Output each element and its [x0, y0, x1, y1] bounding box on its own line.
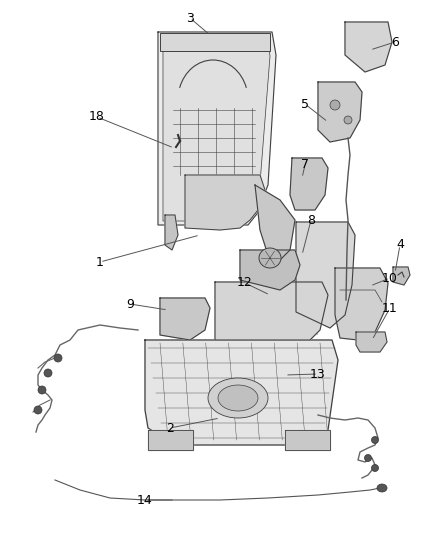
Circle shape [44, 369, 52, 377]
Ellipse shape [377, 484, 387, 492]
Ellipse shape [344, 116, 352, 124]
Text: 4: 4 [396, 238, 404, 252]
Polygon shape [345, 22, 392, 72]
Ellipse shape [259, 248, 281, 268]
Polygon shape [318, 82, 362, 142]
Polygon shape [335, 268, 388, 340]
Text: 10: 10 [382, 271, 398, 285]
Text: 12: 12 [237, 277, 253, 289]
Text: 6: 6 [391, 36, 399, 49]
Polygon shape [160, 298, 210, 340]
Text: 18: 18 [89, 110, 105, 124]
Ellipse shape [330, 100, 340, 110]
Polygon shape [158, 32, 276, 225]
Circle shape [371, 464, 378, 472]
Bar [160, 33, 270, 51]
Text: 7: 7 [301, 158, 309, 172]
Polygon shape [393, 267, 410, 285]
Polygon shape [185, 175, 265, 230]
Text: 5: 5 [301, 98, 309, 110]
Polygon shape [148, 430, 193, 450]
Text: 11: 11 [382, 302, 398, 314]
Polygon shape [145, 340, 338, 445]
Text: 14: 14 [137, 494, 153, 506]
Text: 9: 9 [126, 297, 134, 311]
Text: 13: 13 [310, 367, 326, 381]
Ellipse shape [208, 378, 268, 418]
Ellipse shape [218, 385, 258, 411]
Polygon shape [215, 282, 328, 340]
Text: 2: 2 [166, 422, 174, 434]
Circle shape [364, 455, 371, 462]
Polygon shape [240, 250, 300, 290]
Polygon shape [296, 222, 355, 328]
Circle shape [371, 437, 378, 443]
Circle shape [34, 406, 42, 414]
Polygon shape [285, 430, 330, 450]
Polygon shape [163, 36, 270, 221]
Polygon shape [255, 185, 295, 262]
Circle shape [54, 354, 62, 362]
Text: 3: 3 [186, 12, 194, 25]
Text: 1: 1 [96, 255, 104, 269]
Polygon shape [165, 215, 178, 250]
Circle shape [38, 386, 46, 394]
Polygon shape [290, 158, 328, 210]
Polygon shape [356, 332, 387, 352]
Text: 8: 8 [307, 214, 315, 227]
